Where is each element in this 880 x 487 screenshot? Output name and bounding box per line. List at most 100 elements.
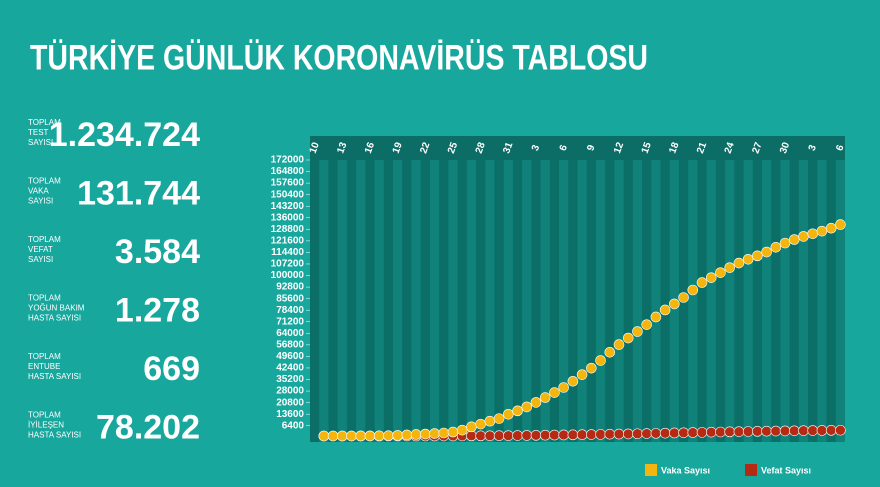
- title: TÜRKİYE GÜNLÜK KORONAVİRÜS TABLOSU: [30, 38, 648, 77]
- column-stripe: [439, 160, 449, 442]
- data-point: [503, 408, 514, 420]
- stat-label: SAYISI: [28, 138, 53, 147]
- y-tick-label: 114400: [271, 247, 304, 258]
- data-point: [641, 428, 652, 439]
- data-point: [558, 382, 569, 393]
- column-stripe: [365, 160, 375, 442]
- data-point: [346, 430, 357, 442]
- data-point: [521, 430, 533, 441]
- column-stripe: [476, 160, 486, 442]
- stat-value: 3.584: [115, 233, 200, 271]
- data-point: [530, 430, 542, 441]
- data-point: [576, 369, 588, 380]
- y-tick-label: 35200: [276, 374, 304, 385]
- column-stripe: [660, 160, 670, 442]
- data-point: [539, 392, 551, 403]
- column-stripe: [734, 160, 744, 442]
- data-point: [779, 425, 791, 437]
- column-stripe: [420, 160, 430, 442]
- data-point: [475, 430, 486, 442]
- x-tick-label: 18: [667, 141, 681, 156]
- data-point: [420, 428, 431, 440]
- stat-label: YOĞUN BAKIM: [28, 304, 85, 313]
- data-point: [742, 426, 754, 437]
- data-point: [816, 425, 828, 436]
- data-point: [438, 427, 450, 439]
- column-stripe: [549, 160, 560, 442]
- data-point: [383, 430, 394, 441]
- data-point: [466, 430, 477, 442]
- x-tick-label: 12: [612, 141, 626, 156]
- stat-label: HASTA SAYISI: [28, 431, 81, 440]
- legend-label: Vaka Sayısı: [661, 465, 710, 475]
- data-point: [687, 427, 699, 438]
- data-point: [650, 311, 662, 323]
- column-stripe: [457, 160, 467, 442]
- data-point: [678, 292, 689, 303]
- stat-label: TOPLAM: [28, 235, 61, 244]
- stat-label: SAYISI: [28, 197, 53, 206]
- data-point: [595, 429, 606, 440]
- column-stripe: [328, 160, 338, 442]
- data-point: [503, 430, 514, 441]
- data-point: [770, 425, 782, 437]
- data-point: [835, 219, 846, 230]
- y-tick-label: 85600: [276, 293, 304, 304]
- x-tick-label: 24: [723, 141, 737, 156]
- data-point: [788, 234, 800, 245]
- data-point: [752, 250, 763, 262]
- stat-label: TOPLAM: [28, 411, 61, 420]
- data-point: [696, 427, 708, 438]
- y-tick-label: 100000: [271, 270, 305, 281]
- data-point: [705, 272, 717, 283]
- data-point: [798, 425, 809, 436]
- data-point: [512, 430, 523, 441]
- data-point: [669, 427, 680, 439]
- y-tick-label: 92800: [276, 282, 304, 293]
- data-point: [558, 429, 569, 441]
- data-point: [373, 430, 385, 442]
- data-point: [761, 246, 772, 258]
- data-point: [807, 228, 819, 240]
- data-point: [530, 397, 542, 408]
- column-stripe: [623, 160, 633, 442]
- x-tick-label: 27: [750, 141, 764, 156]
- data-point: [429, 428, 440, 439]
- data-point: [752, 426, 763, 437]
- data-point: [604, 346, 616, 358]
- column-stripe: [826, 160, 836, 442]
- x-tick-label: 19: [391, 141, 405, 156]
- y-tick-label: 42400: [276, 363, 304, 374]
- legend-swatch: [745, 464, 757, 476]
- x-tick-label: 6: [834, 143, 846, 152]
- data-point: [586, 362, 597, 374]
- column-stripe: [642, 160, 652, 442]
- stat-label: SAYISI: [28, 255, 53, 264]
- data-point: [392, 430, 403, 441]
- y-tick-label: 78400: [276, 305, 304, 316]
- data-point: [512, 405, 523, 417]
- y-tick-label: 6400: [282, 420, 305, 431]
- data-point: [456, 424, 468, 436]
- column-stripe: [586, 160, 596, 442]
- data-point: [825, 222, 837, 234]
- data-point: [484, 415, 496, 427]
- stat-value: 1.234.724: [49, 116, 200, 154]
- data-point: [733, 426, 745, 437]
- x-tick-label: 6: [558, 143, 570, 152]
- data-point: [364, 430, 376, 442]
- data-point: [567, 375, 579, 387]
- y-tick-label: 28000: [276, 386, 304, 397]
- data-point: [678, 427, 689, 439]
- data-point: [549, 429, 560, 441]
- y-tick-label: 136000: [271, 212, 305, 223]
- data-point: [475, 418, 486, 430]
- data-point: [595, 355, 606, 366]
- data-point: [715, 267, 726, 278]
- y-tick-label: 164800: [271, 166, 305, 177]
- data-point: [788, 425, 800, 437]
- y-tick-label: 150400: [271, 189, 305, 200]
- stat-label: TOPLAM: [28, 352, 61, 361]
- stat-label: VAKA: [28, 187, 49, 196]
- data-point: [687, 284, 699, 296]
